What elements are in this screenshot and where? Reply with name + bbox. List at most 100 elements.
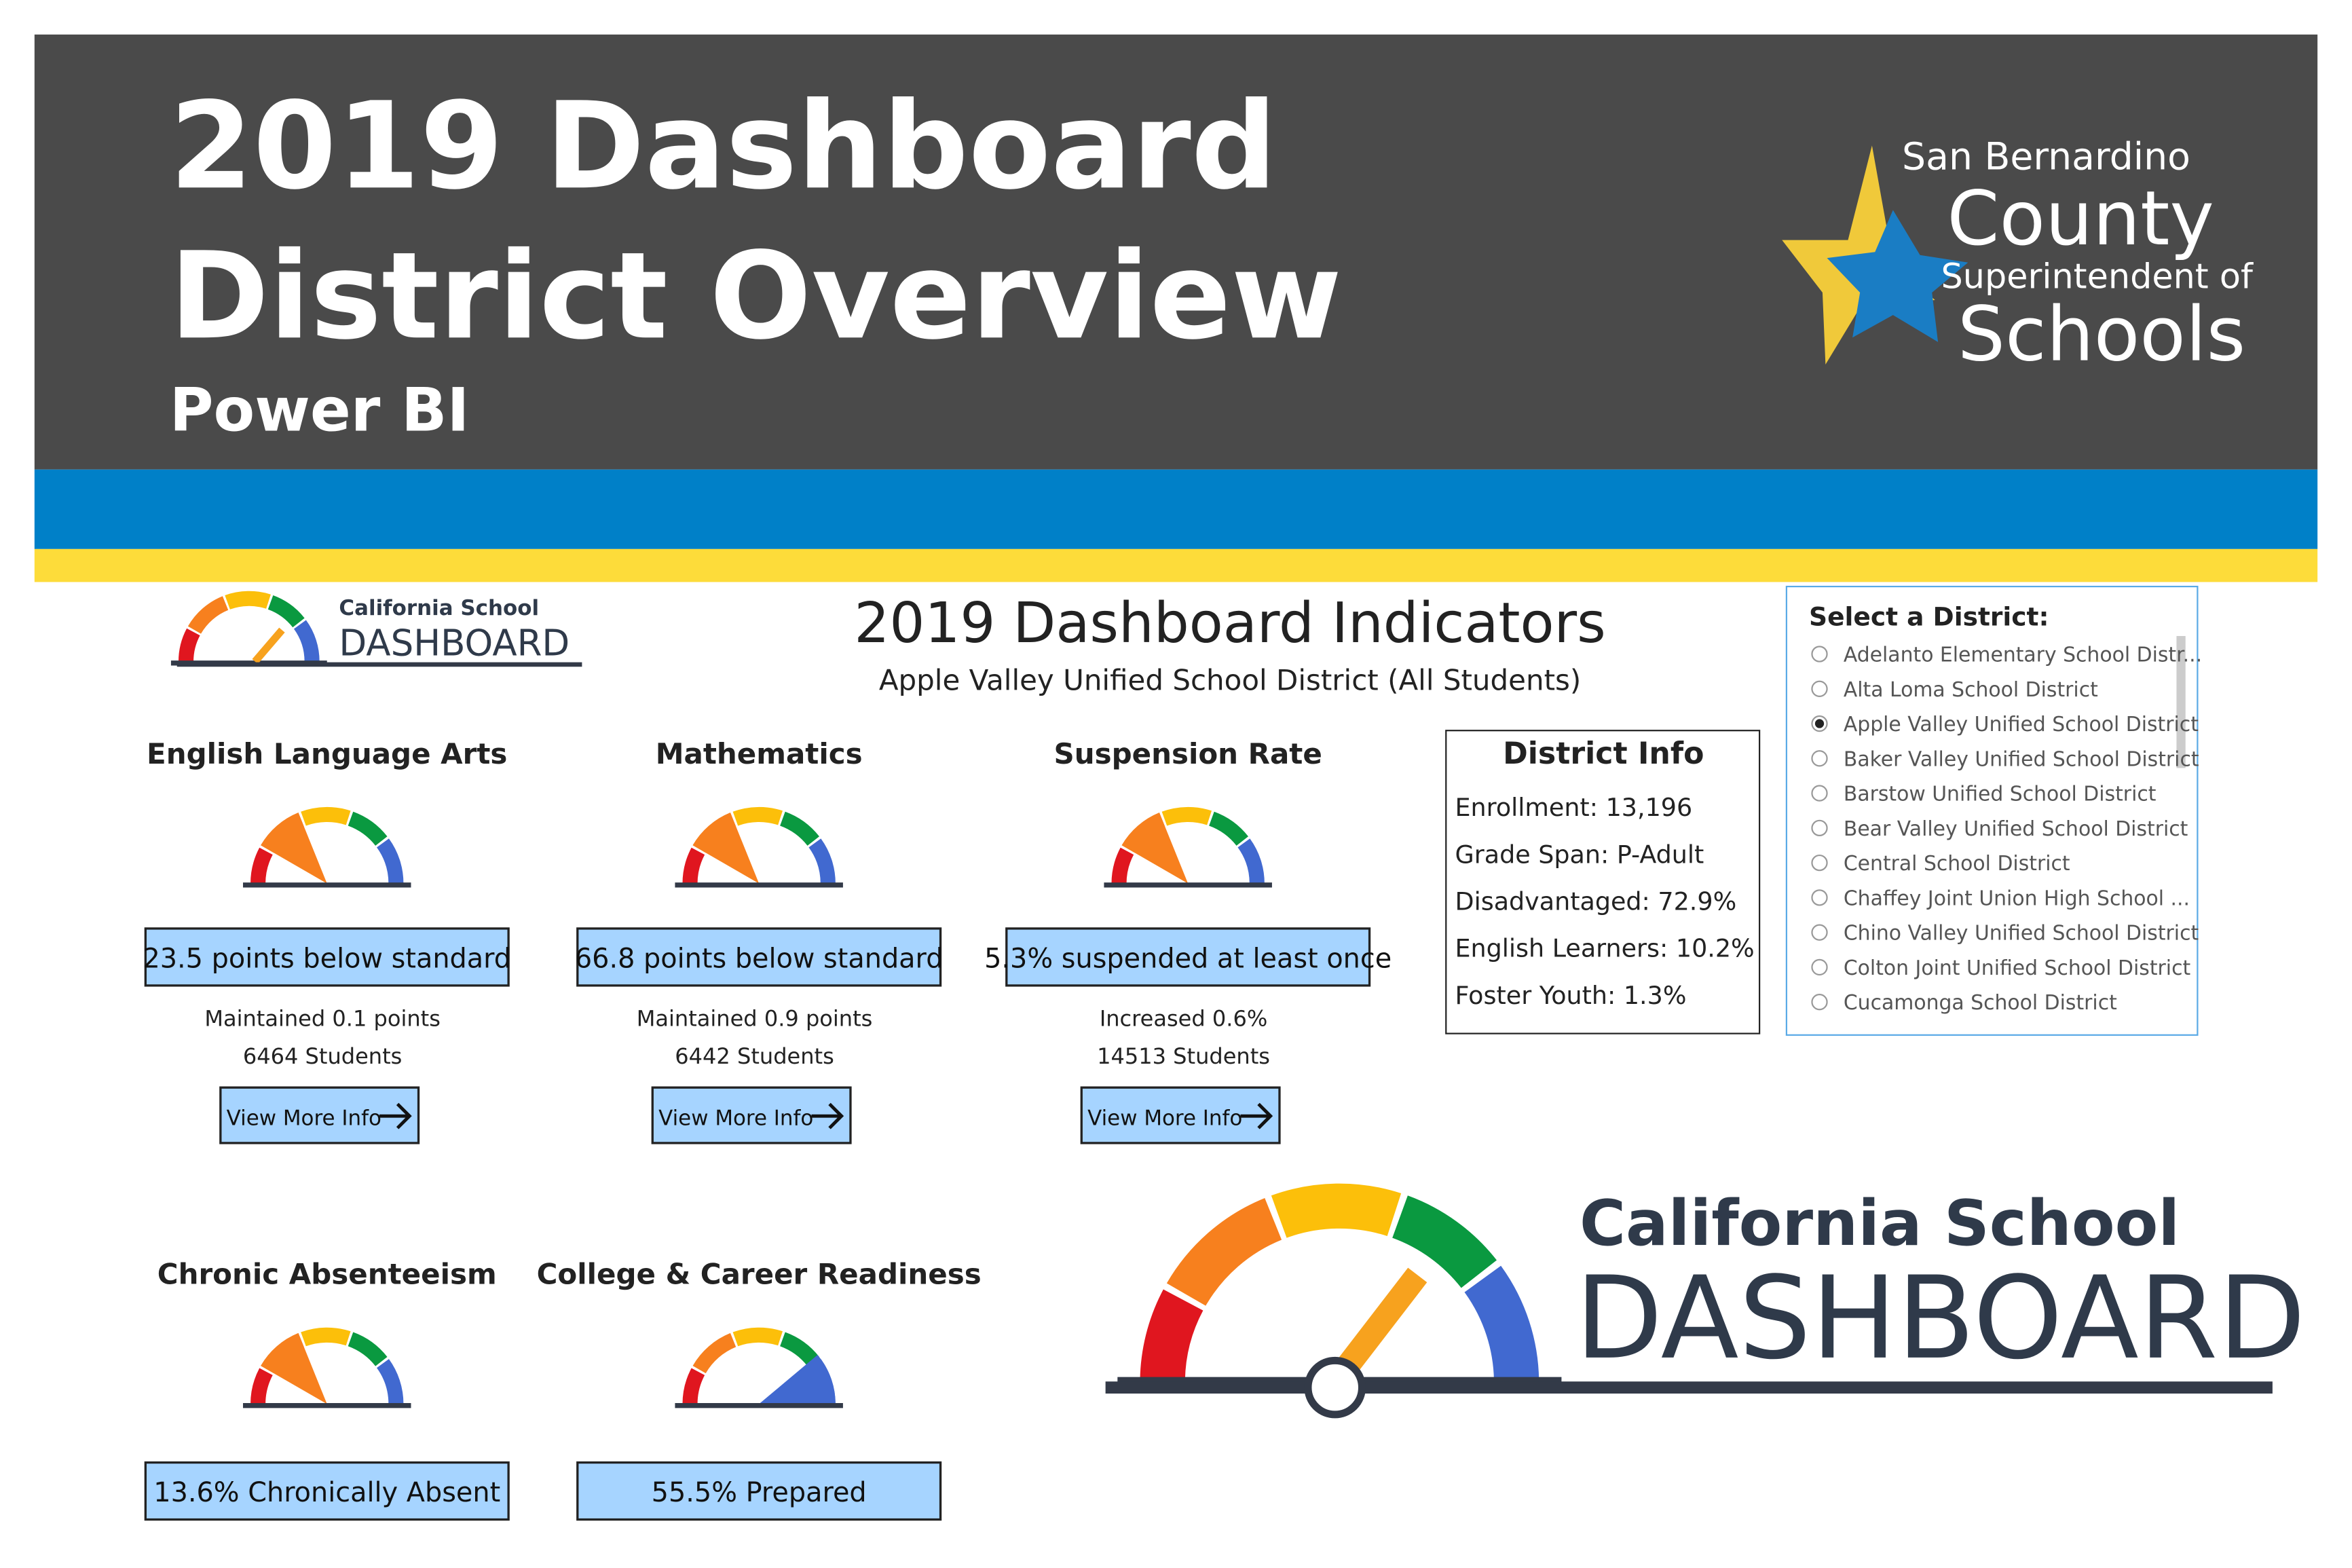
radio-button[interactable] (1811, 854, 1828, 872)
gauge-segment (1392, 1195, 1497, 1288)
gauge-segment (301, 806, 351, 826)
header-title: 2019 Dashboard (170, 76, 1277, 216)
change-text: Maintained 0.1 points (204, 1006, 441, 1032)
gauge-segment (250, 1368, 273, 1404)
district-info-line: Foster Youth: 1.3% (1455, 981, 1687, 1010)
district-option[interactable]: Cucamonga School District (1844, 991, 2117, 1015)
logo-text: Schools (1958, 291, 2245, 378)
gauge-needle (1121, 813, 1189, 884)
status-box (576, 1461, 942, 1521)
arrow-icon[interactable] (1240, 1102, 1273, 1130)
gauge-segment (178, 628, 200, 662)
gauge-segment (1237, 838, 1265, 884)
district-option[interactable]: Alta Loma School District (1844, 678, 2098, 702)
header-band (34, 34, 2318, 470)
header-subtitle: Power BI (170, 375, 470, 445)
arrow-icon[interactable] (379, 1102, 412, 1130)
logo-dial (1304, 1356, 1366, 1419)
gauge-segment (348, 811, 388, 846)
district-info-line: Grade Span: P-Adult (1455, 840, 1704, 869)
status-text: 5.3% suspended at least once (984, 943, 1392, 974)
radio-button[interactable] (1811, 924, 1828, 941)
gauge-needle (261, 813, 327, 884)
yellow-band (34, 548, 2318, 582)
view-more-label[interactable]: View More Info (227, 1106, 381, 1130)
gauge-segment (779, 811, 819, 846)
status-box (144, 1461, 510, 1521)
district-option[interactable]: Colton Joint Unified School District (1844, 956, 2190, 980)
status-box (144, 927, 510, 987)
card-title: Chronic Absenteeism (157, 1258, 497, 1291)
radio-button[interactable] (1811, 680, 1828, 697)
district-option[interactable]: Chaffey Joint Union High School ... (1844, 886, 2190, 910)
students-text: 6464 Students (243, 1043, 402, 1069)
radio-button[interactable] (1811, 994, 1828, 1011)
gauge-segment (1140, 1289, 1203, 1384)
gauge-segment (1161, 806, 1212, 826)
card-title: English Language Arts (147, 737, 507, 770)
district-option[interactable]: Bear Valley Unified School District (1844, 817, 2188, 841)
gauge-segment (682, 847, 705, 884)
radio-button[interactable] (1811, 646, 1828, 662)
logo-star (1827, 210, 1968, 342)
logo-pencil (252, 627, 285, 665)
gauge-segment (376, 838, 404, 884)
small-logo-text: California School (339, 596, 539, 620)
district-info-box (1445, 730, 1761, 1034)
status-box (1005, 927, 1371, 987)
gauge-segment (293, 620, 320, 662)
card-title: Mathematics (656, 737, 863, 770)
gauge-needle (759, 1354, 836, 1404)
radio-button[interactable] (1811, 750, 1828, 767)
gauge-segment (1271, 1183, 1402, 1238)
card-title: Suspension Rate (1054, 737, 1322, 770)
view-more-label[interactable]: View More Info (1087, 1106, 1242, 1130)
gauge-segment (1208, 811, 1248, 846)
district-info-line: English Learners: 10.2% (1455, 934, 1755, 963)
students-text: 14513 Students (1097, 1043, 1270, 1069)
indicators-title: 2019 Dashboard Indicators (854, 591, 1605, 656)
view-more-label[interactable]: View More Info (658, 1106, 813, 1130)
status-text: 23.5 points below standard (143, 943, 511, 974)
gauge-segment (732, 806, 783, 826)
gauge-segment (267, 595, 305, 628)
district-info-line: Disadvantaged: 72.9% (1455, 887, 1737, 916)
district-option[interactable]: Adelanto Elementary School Distr... (1844, 643, 2202, 667)
radio-button[interactable] (1811, 819, 1828, 837)
logo-text: San Bernardino (1902, 136, 2190, 179)
scrollbar[interactable] (2176, 636, 2186, 768)
big-logo-text: DASHBOARD (1575, 1252, 2306, 1385)
gauge-segment (376, 1359, 404, 1404)
status-box (576, 927, 942, 987)
district-option[interactable]: Central School District (1844, 852, 2070, 876)
arrow-icon[interactable] (811, 1102, 844, 1130)
district-name: Apple Valley Unified School District (Al… (879, 664, 1581, 697)
status-text: 66.8 points below standard (575, 943, 944, 974)
card-title: College & Career Readiness (537, 1258, 982, 1291)
big-logo-text: California School (1580, 1187, 2180, 1260)
district-option[interactable]: Chino Valley Unified School District (1844, 922, 2199, 946)
gauge-segment (732, 1327, 783, 1347)
district-option[interactable]: Barstow Unified School District (1844, 783, 2157, 806)
gauge-segment (1111, 847, 1134, 884)
district-selector[interactable] (1785, 585, 2199, 1036)
status-text: 13.6% Chronically Absent (153, 1477, 500, 1508)
gauge-needle (261, 1332, 327, 1404)
radio-dot[interactable] (1814, 719, 1825, 728)
gauge-segment (348, 1332, 388, 1366)
change-text: Maintained 0.9 points (637, 1006, 873, 1032)
radio-button[interactable] (1811, 958, 1828, 976)
gauge-segment (250, 847, 273, 884)
district-option[interactable]: Apple Valley Unified School District (1844, 713, 2199, 736)
gauge-segment (1166, 1197, 1282, 1307)
district-option[interactable]: Baker Valley Unified School District (1844, 747, 2199, 771)
gauge-segment (225, 591, 271, 610)
logo-text: County (1947, 175, 2214, 263)
radio-button[interactable] (1811, 889, 1828, 906)
gauge-segment (779, 1332, 819, 1366)
gauge-segment (301, 1327, 351, 1347)
radio-button[interactable] (1811, 785, 1828, 802)
small-logo-text: DASHBOARD (339, 622, 570, 665)
